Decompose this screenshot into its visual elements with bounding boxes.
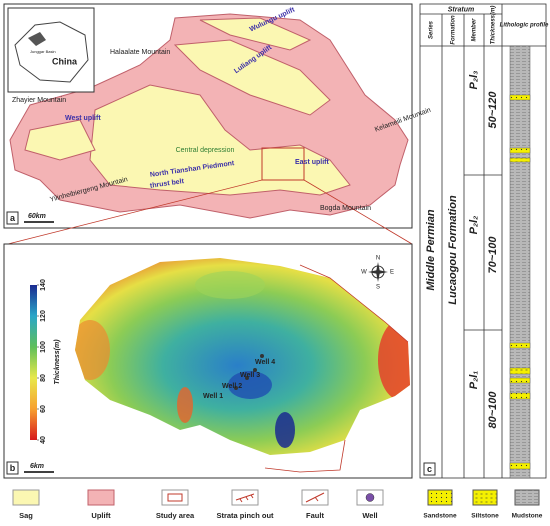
high-orange: [75, 320, 110, 380]
panel-label: c: [427, 464, 432, 474]
panel-label: b: [10, 463, 16, 473]
legend-label: Siltstone: [471, 513, 499, 520]
well: [245, 376, 249, 380]
colorbar-tick-label: 80: [40, 374, 47, 382]
place-label: Zhayier Mountain: [12, 97, 66, 104]
legend-swatch: [472, 489, 498, 506]
scale-label: 6km: [30, 463, 44, 470]
legend-symbol: [235, 493, 255, 503]
legend-label: Study area: [156, 511, 195, 520]
zoom-line: [303, 179, 413, 245]
high-red: [378, 320, 410, 400]
panel-label-box: [423, 462, 436, 476]
mid-green: [195, 271, 265, 299]
colorbar-tick-label: 140: [40, 279, 47, 291]
header-col: Series: [429, 20, 435, 39]
header-group: Stratum: [448, 6, 474, 13]
legend-swatch: [87, 489, 115, 506]
table-frame: [419, 3, 547, 479]
legend-symbol: [305, 492, 325, 503]
compass-s: S: [376, 285, 380, 291]
header-col: Member: [472, 18, 478, 42]
place-label: Halaalate Mountain: [110, 49, 170, 56]
legend-symbol: [365, 493, 375, 502]
panel-label: a: [10, 213, 16, 223]
high-orange: [177, 387, 193, 423]
well-label: Well 1: [203, 393, 223, 400]
member: P₂l₃: [468, 71, 480, 90]
legend-symbol: [167, 493, 183, 502]
thickness: 50~120: [487, 91, 499, 129]
sandstone-bed: [509, 462, 531, 470]
well-label: Well 2: [222, 383, 242, 390]
sag: [173, 39, 331, 116]
header-col: Lithologic profile: [500, 23, 549, 29]
legend-swatch: [161, 489, 189, 506]
legend-label: Well: [362, 511, 377, 520]
header-col: Thickness(m): [491, 6, 497, 45]
mudstone-column: [509, 45, 531, 479]
legend-label: Strata pinch out: [216, 511, 274, 520]
panel-label-box: [6, 211, 19, 225]
zoom-line: [7, 179, 263, 245]
well: [253, 368, 257, 372]
legend-swatch: [12, 489, 40, 506]
legend-swatch: [514, 489, 540, 506]
thickness: 70~100: [487, 236, 499, 274]
sandstone-bed: [509, 342, 531, 349]
legend-label: Uplift: [91, 511, 111, 520]
siltstone-bed: [509, 157, 531, 163]
compass-arrow: [368, 262, 388, 282]
fault: [264, 264, 409, 473]
place-label: Bogda Mountain: [320, 205, 371, 212]
colorbar-label: Thickness(m): [54, 339, 61, 385]
series: Middle Permian: [425, 209, 437, 291]
siltstone-bed: [509, 367, 531, 375]
sandstone-bed: [509, 147, 531, 154]
place-label: East uplift: [295, 159, 330, 166]
colorbar-tick-label: 40: [40, 436, 47, 444]
thickness: 80~100: [487, 391, 499, 429]
well-label: Well 4: [255, 359, 275, 366]
compass-n: N: [376, 256, 380, 262]
study-area: [261, 147, 305, 181]
deep: [228, 371, 272, 399]
colorbar-tick-label: 120: [40, 310, 47, 322]
header-col: Formation: [451, 15, 457, 45]
compass-w: W: [361, 270, 367, 276]
sandstone-bed: [509, 94, 531, 101]
legend-swatch: [427, 489, 453, 506]
well: [260, 354, 264, 358]
compass-e: E: [390, 270, 394, 276]
sag: [89, 84, 351, 196]
inset-country: China: [52, 56, 78, 66]
panel-label-box: [6, 461, 19, 475]
legend-label: Fault: [306, 511, 324, 520]
well: [234, 386, 238, 390]
colorbar-tick-label: 100: [40, 341, 47, 353]
colorbar: [30, 285, 37, 440]
member: P₂l₁: [468, 371, 480, 390]
sag: [24, 119, 96, 161]
legend-label: Mudstone: [512, 513, 543, 520]
legend-label: Sandstone: [423, 513, 457, 520]
sandstone-bed: [509, 377, 531, 384]
place-label: Central depression: [176, 147, 235, 154]
member: P₂l₂: [468, 216, 480, 235]
inset-basin: Junggar Basin: [30, 49, 56, 54]
legend-label: Sag: [19, 511, 33, 520]
sandstone-bed: [509, 392, 531, 400]
strat-table: [419, 3, 547, 479]
scale-label: 60km: [28, 213, 46, 220]
basin-shape: [28, 32, 46, 46]
sag: [199, 17, 312, 51]
colorbar-tick-label: 60: [40, 405, 47, 413]
place-label: West uplift: [65, 115, 101, 122]
sand-beds: [509, 94, 531, 470]
formation: Lucaogou Formation: [447, 195, 459, 305]
place-label: thrust belt: [150, 178, 186, 190]
well-label: Well 3: [240, 372, 260, 379]
deep: [275, 412, 295, 448]
